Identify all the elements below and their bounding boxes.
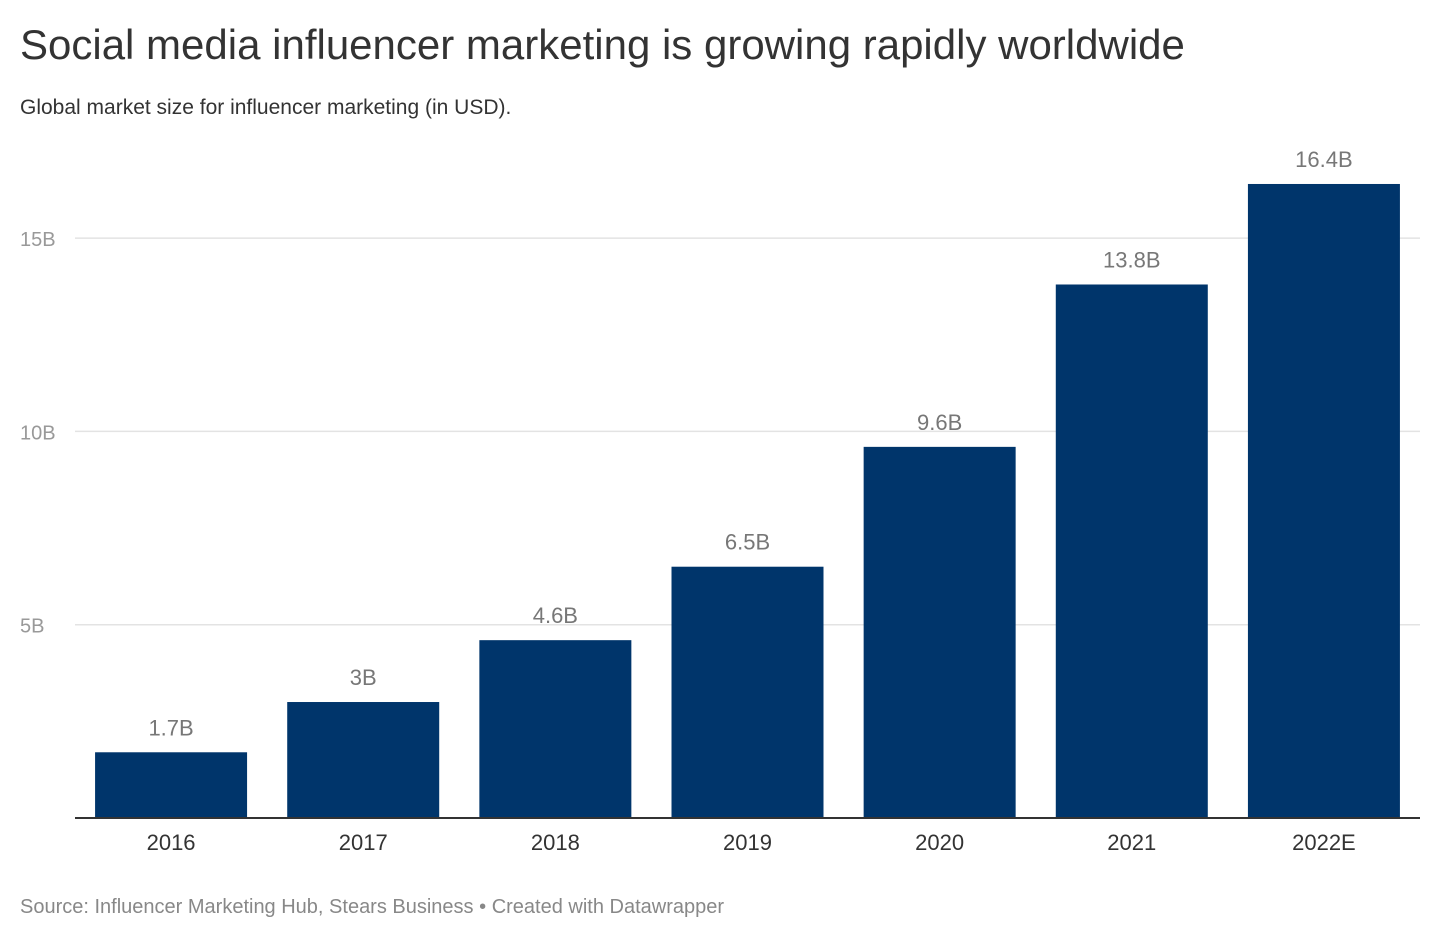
x-tick-labels: 2016 2017 2018 2019 2020 2021 2022E <box>147 830 1356 855</box>
bar-value-label: 13.8B <box>1103 247 1161 272</box>
chart-subtitle: Global market size for influencer market… <box>20 96 512 119</box>
bar-value-label: 3B <box>350 665 377 690</box>
chart-footer: Source: Influencer Marketing Hub, Stears… <box>20 894 724 920</box>
bar-value-labels: 1.7B 3B 4.6B 6.5B 9.6B 13.8B 16.4B <box>148 147 1352 740</box>
footer-separator: • <box>473 896 492 918</box>
x-tick-label: 2018 <box>531 830 580 855</box>
bar-value-label: 1.7B <box>148 715 193 740</box>
bar-value-label: 6.5B <box>725 530 770 555</box>
x-tick-label: 2021 <box>1107 830 1156 855</box>
x-tick-label: 2022E <box>1292 830 1356 855</box>
x-tick-label: 2017 <box>339 830 388 855</box>
x-tick-label: 2020 <box>915 830 964 855</box>
datawrapper-credit: Created with Datawrapper <box>491 896 725 918</box>
bar-2019 <box>671 566 824 818</box>
bar-chart: 5B 10B 15B 1.7B 3B 4.6B 6.5B 9.6B 13.8B 16.4B 20… <box>20 147 1420 855</box>
y-tick-label: 15B <box>20 229 56 251</box>
y-tick-labels: 5B 10B 15B <box>20 229 56 638</box>
bar-value-label: 4.6B <box>533 603 578 628</box>
bars <box>95 183 1400 818</box>
x-tick-label: 2016 <box>147 830 196 855</box>
bar-value-label: 16.4B <box>1295 147 1353 172</box>
x-tick-label: 2019 <box>723 830 772 855</box>
bar-2016 <box>95 752 248 818</box>
chart-title: Social media influencer marketing is gro… <box>20 21 1185 68</box>
y-tick-label: 10B <box>20 422 56 444</box>
y-tick-label: 5B <box>20 616 44 638</box>
bar-2018 <box>479 640 632 818</box>
bar-2022E <box>1247 183 1400 818</box>
bar-2017 <box>287 702 440 818</box>
bar-2020 <box>863 446 1016 818</box>
bar-value-label: 9.6B <box>917 410 962 435</box>
bar-2021 <box>1055 284 1208 818</box>
source-note: Source: Influencer Marketing Hub, Stears… <box>20 896 474 918</box>
